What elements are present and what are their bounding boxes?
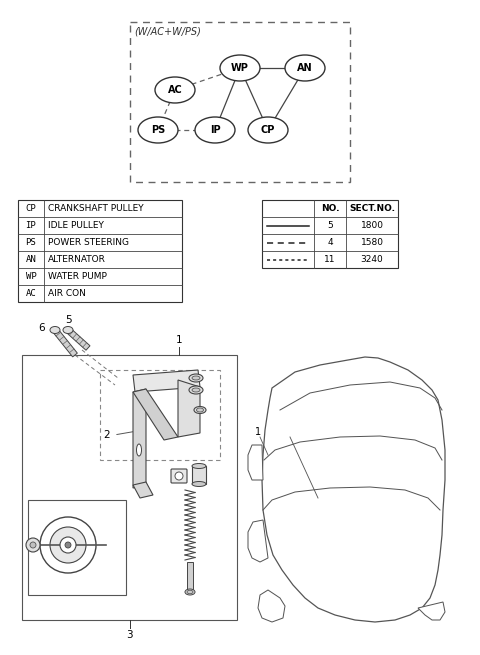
- Polygon shape: [178, 380, 200, 437]
- Ellipse shape: [185, 589, 195, 595]
- Text: WATER PUMP: WATER PUMP: [48, 272, 107, 281]
- Ellipse shape: [136, 444, 142, 456]
- Text: 1800: 1800: [360, 221, 384, 230]
- Text: 4: 4: [327, 238, 333, 247]
- Text: IDLE PULLEY: IDLE PULLEY: [48, 221, 104, 230]
- Text: CP: CP: [261, 125, 275, 135]
- Text: 3: 3: [126, 630, 133, 640]
- Text: 1: 1: [176, 335, 182, 345]
- Polygon shape: [133, 370, 200, 392]
- Polygon shape: [133, 389, 146, 488]
- Text: AN: AN: [297, 63, 313, 73]
- Text: IP: IP: [25, 221, 36, 230]
- Text: SECT.NO.: SECT.NO.: [349, 204, 395, 213]
- Text: (W/AC+W/PS): (W/AC+W/PS): [134, 27, 201, 37]
- Ellipse shape: [194, 407, 206, 413]
- Ellipse shape: [192, 464, 206, 468]
- Text: 3240: 3240: [360, 255, 384, 264]
- Text: PS: PS: [151, 125, 165, 135]
- Ellipse shape: [192, 388, 200, 392]
- Text: 6: 6: [39, 323, 45, 333]
- Ellipse shape: [285, 55, 325, 81]
- Ellipse shape: [155, 77, 195, 103]
- Text: 5: 5: [65, 315, 72, 325]
- Ellipse shape: [187, 590, 193, 593]
- Text: AC: AC: [25, 289, 36, 298]
- Polygon shape: [53, 328, 77, 357]
- Text: WP: WP: [25, 272, 36, 281]
- Circle shape: [65, 542, 71, 548]
- Text: PS: PS: [25, 238, 36, 247]
- Bar: [187, 562, 193, 592]
- Ellipse shape: [50, 326, 60, 333]
- Ellipse shape: [196, 408, 204, 412]
- Text: AC: AC: [168, 85, 182, 95]
- Text: 1580: 1580: [360, 238, 384, 247]
- Text: POWER STEERING: POWER STEERING: [48, 238, 129, 247]
- Circle shape: [30, 542, 36, 548]
- Text: 1: 1: [255, 427, 261, 437]
- Circle shape: [50, 527, 86, 563]
- Polygon shape: [418, 602, 445, 620]
- Ellipse shape: [138, 117, 178, 143]
- Bar: [28, 500, 126, 595]
- Circle shape: [175, 472, 183, 480]
- Text: 2: 2: [103, 430, 110, 440]
- Ellipse shape: [220, 55, 260, 81]
- Polygon shape: [133, 389, 178, 440]
- Ellipse shape: [189, 386, 203, 394]
- Text: AIR CON: AIR CON: [48, 289, 86, 298]
- Text: AN: AN: [25, 255, 36, 264]
- Text: CRANKSHAFT PULLEY: CRANKSHAFT PULLEY: [48, 204, 144, 213]
- Bar: [22, 355, 237, 620]
- Ellipse shape: [248, 117, 288, 143]
- Ellipse shape: [189, 374, 203, 382]
- Ellipse shape: [192, 376, 200, 380]
- Text: CP: CP: [25, 204, 36, 213]
- Circle shape: [40, 517, 96, 573]
- Text: 11: 11: [324, 255, 336, 264]
- Polygon shape: [262, 357, 445, 622]
- Polygon shape: [66, 328, 90, 350]
- Text: ALTERNATOR: ALTERNATOR: [48, 255, 106, 264]
- Bar: [262, 200, 398, 268]
- Bar: [18, 200, 182, 302]
- Ellipse shape: [63, 326, 73, 333]
- Ellipse shape: [195, 117, 235, 143]
- Text: WP: WP: [231, 63, 249, 73]
- Bar: [192, 466, 206, 484]
- FancyBboxPatch shape: [171, 469, 187, 483]
- Polygon shape: [248, 445, 263, 480]
- Ellipse shape: [192, 481, 206, 487]
- Polygon shape: [258, 590, 285, 622]
- FancyBboxPatch shape: [130, 22, 350, 182]
- Polygon shape: [133, 482, 153, 498]
- Text: NO.: NO.: [321, 204, 339, 213]
- Text: IP: IP: [210, 125, 220, 135]
- Text: 5: 5: [327, 221, 333, 230]
- Circle shape: [26, 538, 40, 552]
- Polygon shape: [248, 520, 268, 562]
- Circle shape: [60, 537, 76, 553]
- Bar: [100, 370, 220, 460]
